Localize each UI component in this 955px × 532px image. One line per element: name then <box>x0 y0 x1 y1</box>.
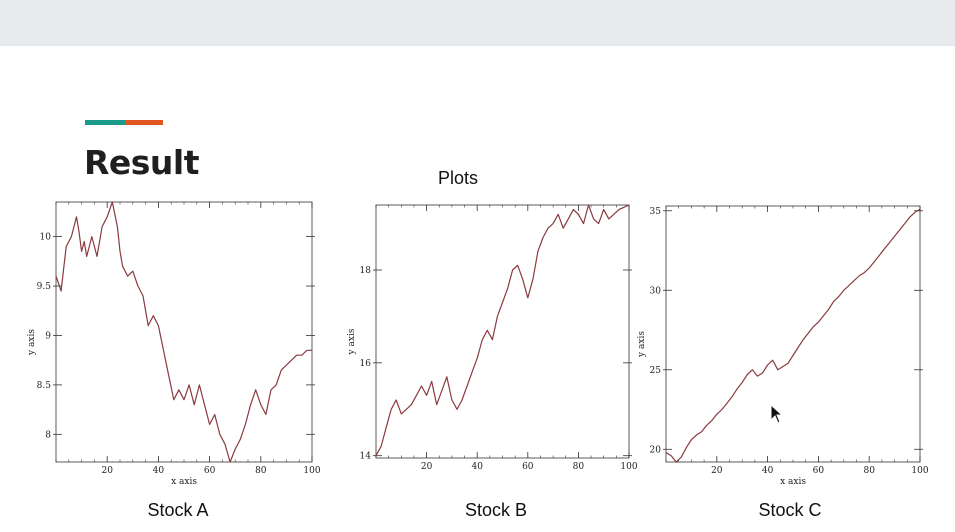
stock-a-chart: 20 40 60 80 100 8 8.5 9 9.5 10 x axis y axis <box>27 201 321 487</box>
x-tick-label: 20 <box>421 462 433 472</box>
x-axis-label: x axis <box>780 477 806 487</box>
plot-frame <box>55 201 313 463</box>
y-axis-label: y axis <box>347 328 357 355</box>
mouse-cursor-icon <box>770 404 784 424</box>
y-tick-label: 30 <box>650 286 662 296</box>
accent-bar-teal <box>85 120 125 125</box>
x-tick-label: 60 <box>204 466 216 476</box>
stock-c-caption: Stock C <box>758 500 822 520</box>
x-tick-label: 100 <box>303 466 320 476</box>
x-tick-label: 60 <box>522 462 534 472</box>
x-tick-label: 60 <box>813 466 825 476</box>
stock-b-chart: 20 40 60 80 100 14 16 18 y axis <box>347 204 638 472</box>
stock-a-caption: Stock A <box>147 500 209 520</box>
plots-title: Plots <box>438 168 479 188</box>
top-bar <box>0 0 955 46</box>
x-tick-label: 20 <box>101 466 113 476</box>
x-tick-label: 40 <box>153 466 165 476</box>
y-tick-label: 8.5 <box>37 381 52 391</box>
y-tick-label: 9 <box>45 331 51 341</box>
x-tick-label: 80 <box>863 466 875 476</box>
y-tick-label: 9.5 <box>37 282 52 292</box>
plot-frame <box>375 204 630 459</box>
x-tick-label: 40 <box>762 466 774 476</box>
series-line <box>375 204 630 456</box>
x-tick-label: 100 <box>911 466 928 476</box>
accent-bar-orange <box>125 120 163 125</box>
y-tick-label: 18 <box>360 266 372 276</box>
y-tick-label: 14 <box>360 452 372 462</box>
stock-c-chart: 20 40 60 80 100 20 25 30 35 x axis y axis <box>637 205 929 487</box>
x-tick-label: 80 <box>573 462 585 472</box>
y-axis-label: y axis <box>637 331 647 358</box>
stock-b-caption: Stock B <box>464 500 528 520</box>
series-line <box>665 208 921 463</box>
y-tick-label: 8 <box>45 430 51 440</box>
plot-frame <box>665 205 921 463</box>
x-axis-label: x axis <box>171 477 197 487</box>
slide-title: Result <box>84 143 200 182</box>
y-tick-label: 35 <box>650 207 662 217</box>
y-axis-label: y axis <box>27 329 37 356</box>
x-tick-label: 20 <box>711 466 723 476</box>
x-tick-label: 40 <box>471 462 483 472</box>
x-tick-label: 80 <box>255 466 267 476</box>
y-tick-label: 20 <box>650 445 662 455</box>
series-line <box>55 201 312 463</box>
y-tick-label: 16 <box>360 359 372 369</box>
y-tick-label: 25 <box>650 366 662 376</box>
x-tick-label: 100 <box>620 462 637 472</box>
y-tick-label: 10 <box>40 233 52 243</box>
